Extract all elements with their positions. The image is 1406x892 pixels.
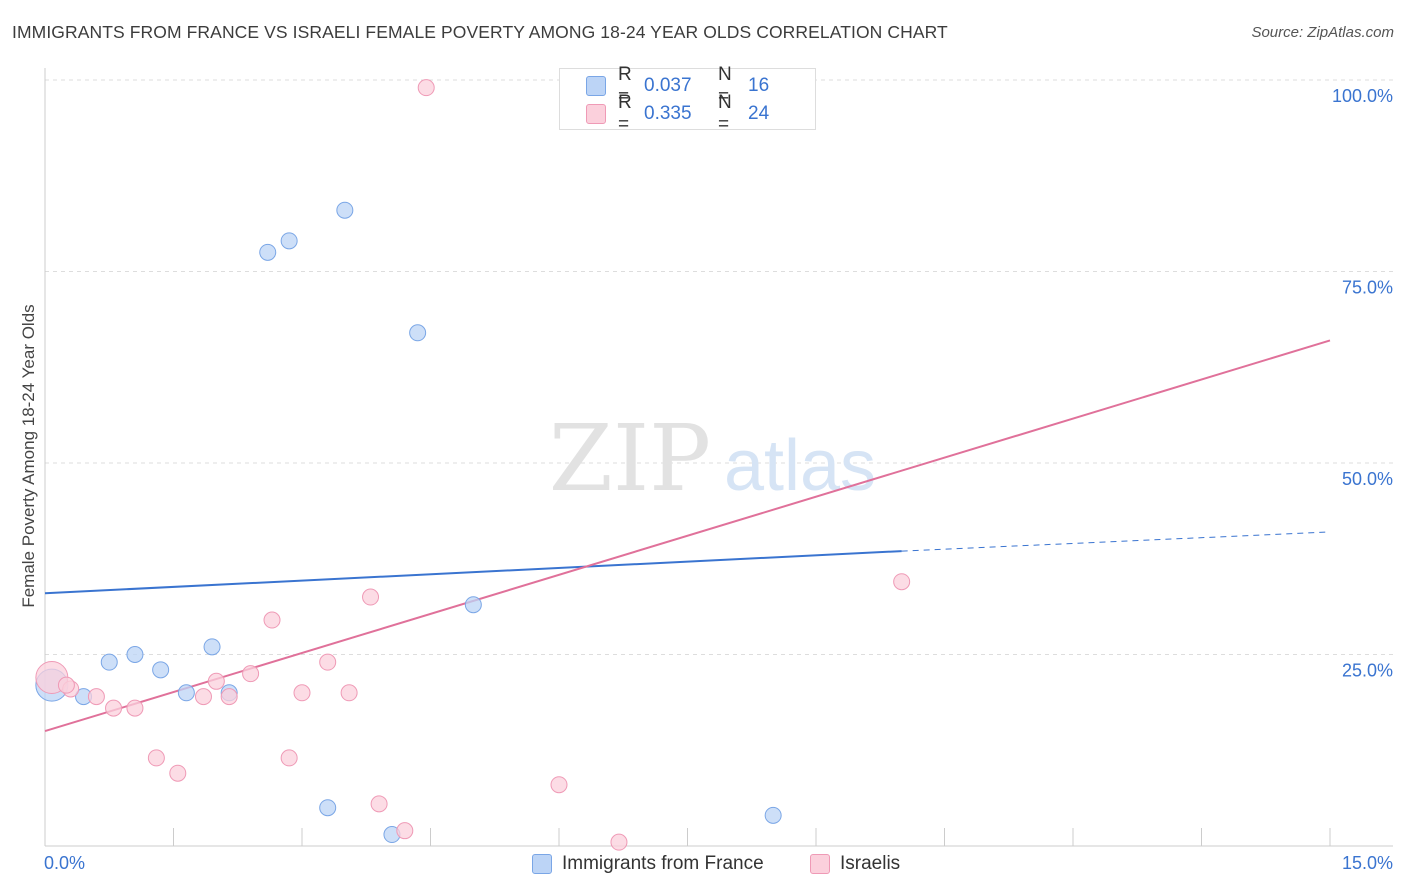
y-tick-label: 75.0% bbox=[1342, 278, 1393, 298]
france-trendline bbox=[44, 550, 902, 595]
legend-row-israelis: R = 0.335 N = 24 bbox=[586, 92, 770, 135]
watermark-zip: ZIP bbox=[549, 405, 711, 512]
legend-r-label: R = bbox=[618, 92, 632, 135]
label-layer: 25.0% 50.0% 75.0% 100.0% 0.0% 15.0% bbox=[44, 86, 1393, 873]
israeli-point bbox=[893, 573, 911, 591]
legend-n-value: 24 bbox=[748, 103, 770, 124]
y-tick-label: 100.0% bbox=[1332, 86, 1393, 106]
israeli-point bbox=[242, 665, 260, 683]
legend-r-value: 0.037 bbox=[644, 75, 692, 96]
grid-layer bbox=[45, 79, 1393, 655]
bottom-legend-label-france: Immigrants from France bbox=[562, 853, 764, 874]
israeli-point bbox=[417, 79, 435, 97]
x-tick-label: 15.0% bbox=[1342, 853, 1393, 873]
france-point bbox=[464, 596, 482, 614]
france-point bbox=[409, 324, 427, 342]
axis-layer bbox=[44, 68, 1393, 847]
israeli-point bbox=[194, 688, 212, 706]
israeli-point bbox=[610, 833, 628, 851]
watermark-atlas: atlas bbox=[724, 426, 876, 506]
israeli-trendline bbox=[44, 339, 1331, 733]
legend-n-value: 16 bbox=[748, 75, 770, 96]
watermark: ZIP atlas bbox=[549, 405, 876, 512]
france-point bbox=[280, 232, 298, 250]
israeli-point bbox=[57, 676, 75, 694]
legend-n-label: N = bbox=[718, 64, 732, 107]
trend-layer bbox=[44, 339, 1331, 733]
israeli-point bbox=[293, 684, 311, 702]
france-trendline-extension bbox=[901, 531, 1331, 552]
bottom-legend-swatch-pink bbox=[810, 854, 830, 874]
israeli-point bbox=[169, 764, 187, 782]
france-point bbox=[764, 806, 782, 824]
bottom-legend-swatch-blue bbox=[532, 854, 552, 874]
france-point bbox=[152, 661, 170, 679]
france-point bbox=[100, 653, 118, 671]
legend-r-label: R = bbox=[618, 64, 632, 107]
chart-title: IMMIGRANTS FROM FRANCE VS ISRAELI FEMALE… bbox=[12, 22, 948, 42]
y-tick-label: 50.0% bbox=[1342, 469, 1393, 489]
y-tick-label: 25.0% bbox=[1342, 661, 1393, 681]
bottom-legend-france[interactable]: Immigrants from France bbox=[532, 851, 764, 877]
legend-r-value: 0.335 bbox=[644, 103, 692, 124]
legend-n-label: N = bbox=[718, 92, 732, 135]
israeli-point bbox=[207, 672, 225, 690]
israeli-point bbox=[126, 699, 144, 717]
france-point bbox=[259, 243, 277, 261]
legend-swatch-pink bbox=[586, 104, 606, 124]
france-point bbox=[126, 646, 144, 663]
israeli-point bbox=[550, 776, 568, 794]
israeli-point bbox=[362, 588, 380, 606]
israeli-point bbox=[105, 699, 123, 717]
source-label: Source: ZipAtlas.com bbox=[1251, 24, 1394, 41]
israeli-point bbox=[370, 795, 388, 813]
bottom-legend-label-israelis: Israelis bbox=[840, 853, 901, 874]
france-point bbox=[177, 684, 195, 702]
bottom-legend-israelis[interactable]: Israelis bbox=[810, 851, 900, 877]
israeli-point bbox=[340, 684, 358, 702]
france-point bbox=[203, 638, 221, 656]
legend-swatch-blue bbox=[586, 76, 606, 96]
israeli-point bbox=[396, 822, 414, 840]
france-point bbox=[319, 799, 337, 817]
france-point bbox=[336, 201, 354, 219]
israeli-point bbox=[280, 749, 298, 767]
y-axis-label: Female Poverty Among 18-24 Year Olds bbox=[19, 304, 38, 607]
x-tick-label: 0.0% bbox=[44, 853, 85, 873]
point-layer bbox=[35, 79, 911, 851]
legend-row-france: R = 0.037 N = 16 bbox=[586, 64, 770, 107]
israeli-point bbox=[147, 749, 165, 767]
israeli-point bbox=[87, 688, 105, 706]
israeli-point bbox=[220, 688, 238, 706]
correlation-legend: R = 0.037 N = 16 R = 0.335 N = 24 bbox=[559, 64, 816, 135]
israeli-point bbox=[263, 611, 281, 629]
israeli-point bbox=[319, 653, 337, 671]
